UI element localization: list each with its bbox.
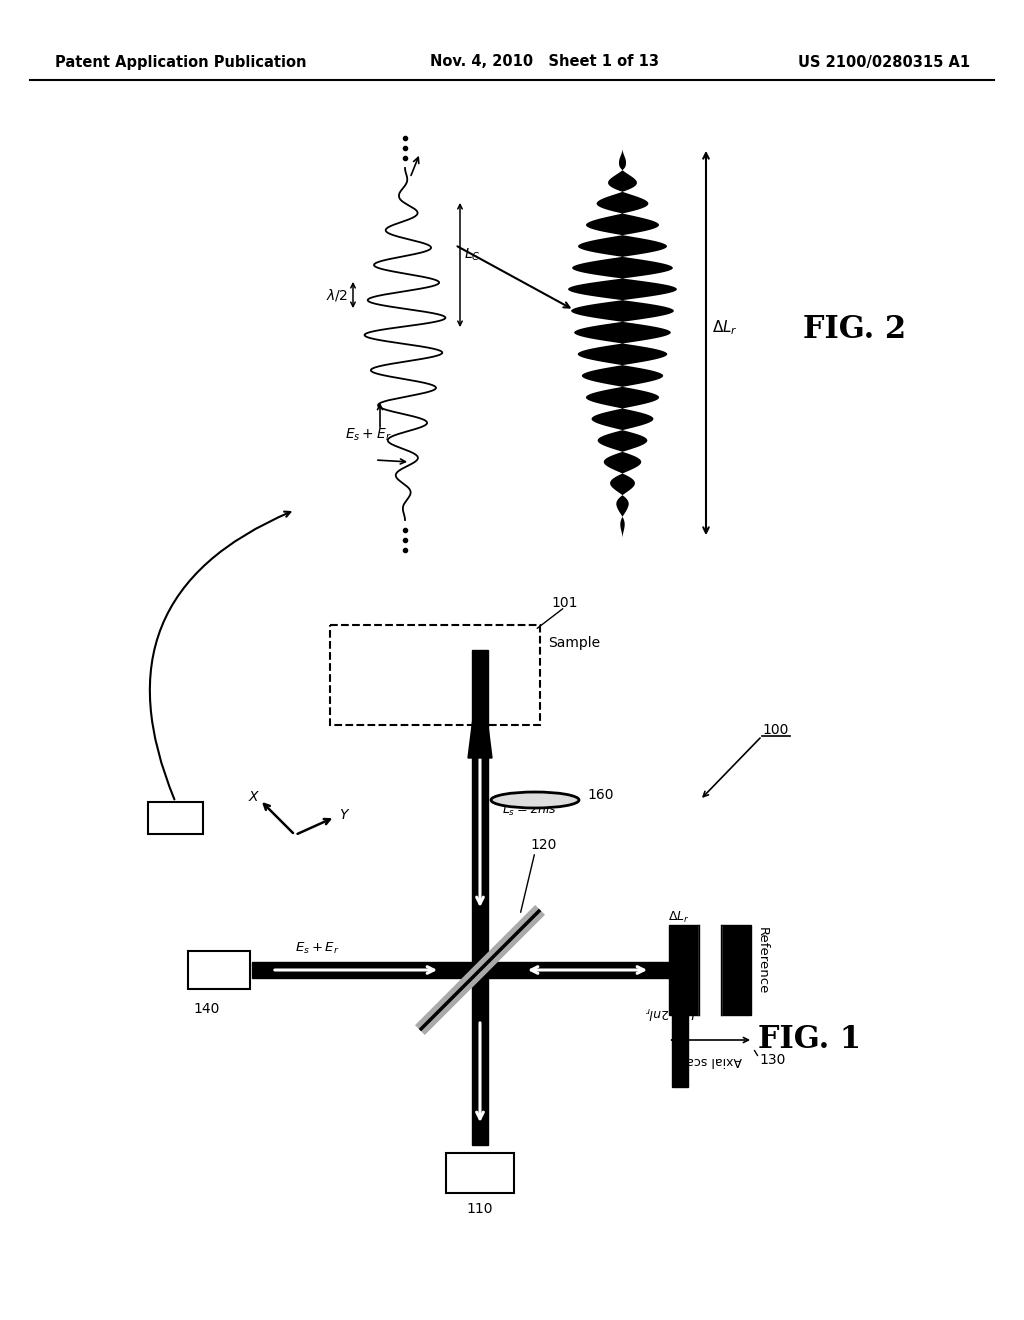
Text: FIG. 2: FIG. 2 bbox=[804, 314, 906, 346]
Text: BBS: BBS bbox=[463, 1166, 497, 1180]
Bar bbox=[148, 803, 203, 834]
Bar bbox=[699, 925, 721, 1015]
Text: $L_r = 2nl_r$: $L_r = 2nl_r$ bbox=[644, 1005, 696, 1020]
Text: 150: 150 bbox=[160, 810, 191, 825]
Polygon shape bbox=[468, 663, 492, 758]
Text: $\Delta L_r$: $\Delta L_r$ bbox=[668, 909, 689, 924]
Bar bbox=[330, 624, 540, 725]
Text: Patent Application Publication: Patent Application Publication bbox=[55, 54, 306, 70]
Text: Y: Y bbox=[339, 808, 347, 822]
Text: 160: 160 bbox=[587, 788, 613, 803]
Text: $\lambda/2$: $\lambda/2$ bbox=[326, 286, 348, 304]
Bar bbox=[669, 925, 699, 1015]
Text: 120: 120 bbox=[530, 838, 556, 851]
Text: 140: 140 bbox=[193, 1002, 219, 1016]
Text: Nov. 4, 2010   Sheet 1 of 13: Nov. 4, 2010 Sheet 1 of 13 bbox=[430, 54, 659, 70]
Text: PD: PD bbox=[207, 962, 230, 978]
Text: FIG. 1: FIG. 1 bbox=[759, 1024, 861, 1056]
Text: Axial scan: Axial scan bbox=[678, 1053, 741, 1067]
Text: $L_s = 2nls$: $L_s = 2nls$ bbox=[502, 803, 557, 818]
Bar bbox=[721, 925, 751, 1015]
Bar bbox=[488, 962, 680, 978]
Bar bbox=[188, 950, 250, 989]
Bar bbox=[252, 962, 472, 978]
Ellipse shape bbox=[490, 792, 579, 808]
Text: 110: 110 bbox=[467, 1203, 494, 1216]
Text: $\Delta L_r$: $\Delta L_r$ bbox=[712, 318, 738, 338]
Text: 100: 100 bbox=[762, 723, 788, 737]
Bar bbox=[472, 649, 488, 978]
Text: Sample: Sample bbox=[548, 636, 600, 649]
Text: $L_C$: $L_C$ bbox=[464, 247, 480, 263]
Bar bbox=[672, 946, 688, 1086]
Text: 101: 101 bbox=[552, 597, 579, 610]
Text: X: X bbox=[248, 789, 258, 804]
Text: 130: 130 bbox=[759, 1053, 785, 1067]
Bar bbox=[446, 1152, 514, 1193]
Text: US 2100/0280315 A1: US 2100/0280315 A1 bbox=[798, 54, 970, 70]
Text: $E_s + E_r$: $E_s + E_r$ bbox=[345, 426, 391, 444]
Bar bbox=[472, 978, 488, 1144]
Text: $E_s + E_r$: $E_s + E_r$ bbox=[295, 940, 340, 956]
Text: Reference: Reference bbox=[756, 928, 769, 995]
